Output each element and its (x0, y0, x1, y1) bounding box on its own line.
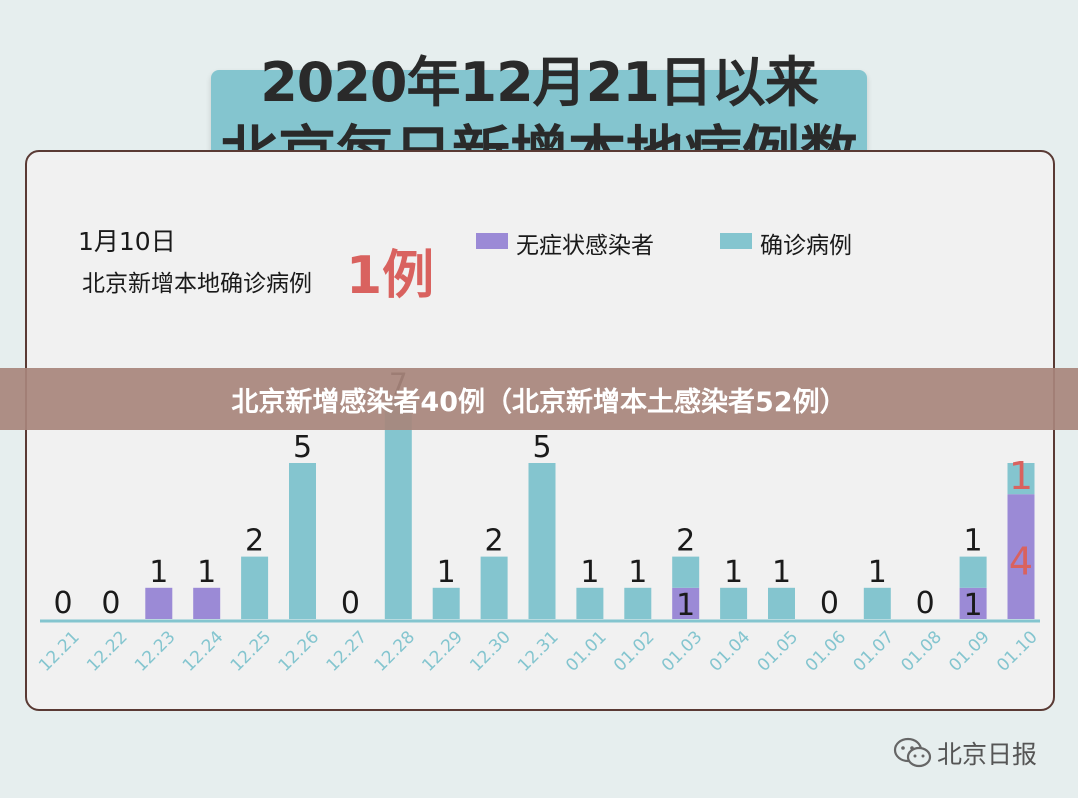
legend-swatch-confirmed (720, 233, 752, 249)
data-label-12.26-total: 5 (293, 430, 312, 465)
data-label-01.09-confirmed: 1 (964, 524, 983, 559)
data-label-12.30-total: 2 (485, 524, 504, 559)
x-tick-label-12.28: 12.28 (370, 627, 419, 676)
x-tick-label-01.09: 01.09 (945, 627, 994, 676)
data-label-01.08-total: 0 (916, 586, 935, 621)
news-banner (0, 368, 1078, 430)
x-tick-label-01.07: 01.07 (849, 627, 898, 676)
data-label-12.23-total: 1 (149, 555, 168, 590)
bar-confirmed-12.31 (528, 463, 556, 619)
x-tick-label-12.27: 12.27 (323, 627, 372, 676)
bar-confirmed-01.07 (863, 587, 891, 619)
info-description: 北京新增本地确诊病例 (82, 271, 312, 297)
x-tick-label-12.24: 12.24 (179, 627, 228, 676)
x-tick-label-12.29: 12.29 (418, 627, 467, 676)
data-label-12.29-total: 1 (437, 555, 456, 590)
bar-confirmed-12.30 (480, 556, 508, 619)
data-label-01.06-total: 0 (820, 586, 839, 621)
legend-swatch-asymptomatic (476, 233, 508, 249)
data-label-01.10-confirmed: 1 (1009, 454, 1033, 498)
x-tick-label-12.22: 12.22 (83, 627, 132, 676)
legend-label-confirmed: 确诊病例 (760, 233, 852, 259)
news-banner-text: 北京新增感染者40例（北京新增本土感染者52例） (231, 387, 847, 418)
data-label-12.25-total: 2 (245, 524, 264, 559)
x-tick-label-12.30: 12.30 (466, 627, 515, 676)
data-label-01.10-asymptomatic: 4 (1009, 540, 1033, 584)
x-tick-label-01.06: 01.06 (802, 627, 851, 676)
data-label-12.24-total: 1 (197, 555, 216, 590)
x-tick-label-01.10: 01.10 (993, 627, 1042, 676)
bar-confirmed-12.25 (241, 556, 269, 619)
x-tick-label-12.25: 12.25 (227, 627, 276, 676)
bar-confirmed-01.02 (624, 587, 652, 619)
x-tick-label-01.05: 01.05 (754, 627, 803, 676)
bar-confirmed-01.01 (576, 587, 604, 619)
data-label-12.27-total: 0 (341, 586, 360, 621)
bar-confirmed-01.04 (720, 587, 748, 619)
info-count: 1例 (346, 246, 435, 306)
data-label-01.07-total: 1 (868, 555, 887, 590)
bar-confirmed-01.09 (959, 556, 987, 588)
bar-asymptomatic-12.24 (193, 587, 221, 619)
data-label-01.09-asymptomatic: 1 (964, 588, 983, 623)
info-date: 1月10日 (78, 227, 176, 256)
bar-confirmed-01.03 (672, 556, 700, 588)
x-tick-label-01.08: 01.08 (897, 627, 946, 676)
bar-confirmed-01.10 (1007, 463, 1035, 495)
bar-confirmed-12.29 (432, 587, 460, 619)
data-label-01.05-total: 1 (772, 555, 791, 590)
bar-asymptomatic-01.10 (1007, 494, 1035, 619)
x-tick-label-12.21: 12.21 (35, 627, 84, 676)
bar-confirmed-01.05 (768, 587, 795, 619)
bar-confirmed-12.28 (384, 400, 412, 619)
data-label-12.21-total: 0 (53, 586, 72, 621)
wechat-icon (893, 737, 932, 768)
x-tick-label-12.26: 12.26 (275, 627, 324, 676)
bar-asymptomatic-01.09 (959, 587, 987, 619)
watermark-text: 北京日报 (937, 740, 1038, 769)
data-label-01.03-confirmed: 2 (676, 524, 695, 559)
chart-title-line1: 2020年12月21日以来 (260, 51, 819, 114)
x-tick-label-12.31: 12.31 (514, 627, 563, 676)
data-label-12.31-total: 5 (532, 430, 551, 465)
bar-confirmed-12.26 (289, 463, 316, 619)
x-tick-label-12.23: 12.23 (131, 627, 180, 676)
data-label-01.02-total: 1 (628, 555, 647, 590)
bar-asymptomatic-01.03 (672, 587, 700, 619)
data-label-12.22-total: 0 (101, 586, 120, 621)
data-label-01.04-total: 1 (724, 555, 743, 590)
data-label-01.03-asymptomatic: 1 (676, 588, 695, 623)
bar-asymptomatic-12.23 (145, 587, 173, 619)
data-label-01.01-total: 1 (580, 555, 599, 590)
x-tick-label-01.03: 01.03 (658, 627, 707, 676)
x-tick-label-01.02: 01.02 (610, 627, 659, 676)
x-tick-label-01.04: 01.04 (706, 627, 755, 676)
x-tick-label-01.01: 01.01 (562, 627, 611, 676)
legend-label-asymptomatic: 无症状感染者 (516, 233, 654, 259)
